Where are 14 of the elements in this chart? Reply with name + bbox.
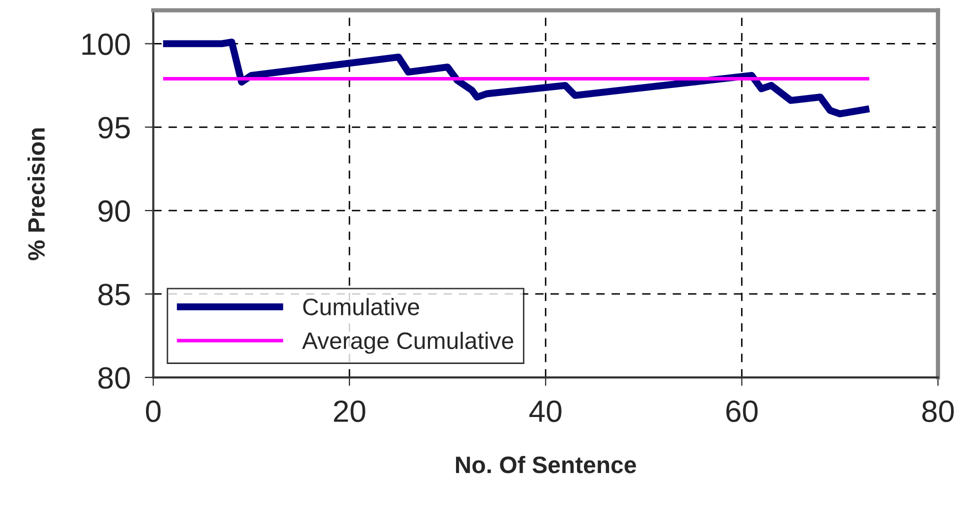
legend-label: Cumulative (303, 298, 420, 316)
legend-label: Average Cumulative (302, 332, 514, 354)
x-tick-label: 20 (334, 400, 366, 422)
y-axis-title: % Precision (28, 128, 45, 260)
y-tick-label: 90 (98, 200, 130, 222)
y-tick-label: 95 (98, 116, 130, 139)
x-axis-title: No. Of Sentence (456, 456, 636, 474)
x-tick-label: 60 (726, 400, 758, 422)
x-tick-label: 80 (922, 400, 954, 422)
y-tick-label: 100 (82, 33, 130, 56)
y-tick-label: 85 (98, 284, 130, 306)
x-tick-label: 40 (529, 400, 562, 422)
y-tick-label: 80 (98, 367, 130, 389)
x-tick-label: 0 (146, 400, 161, 422)
